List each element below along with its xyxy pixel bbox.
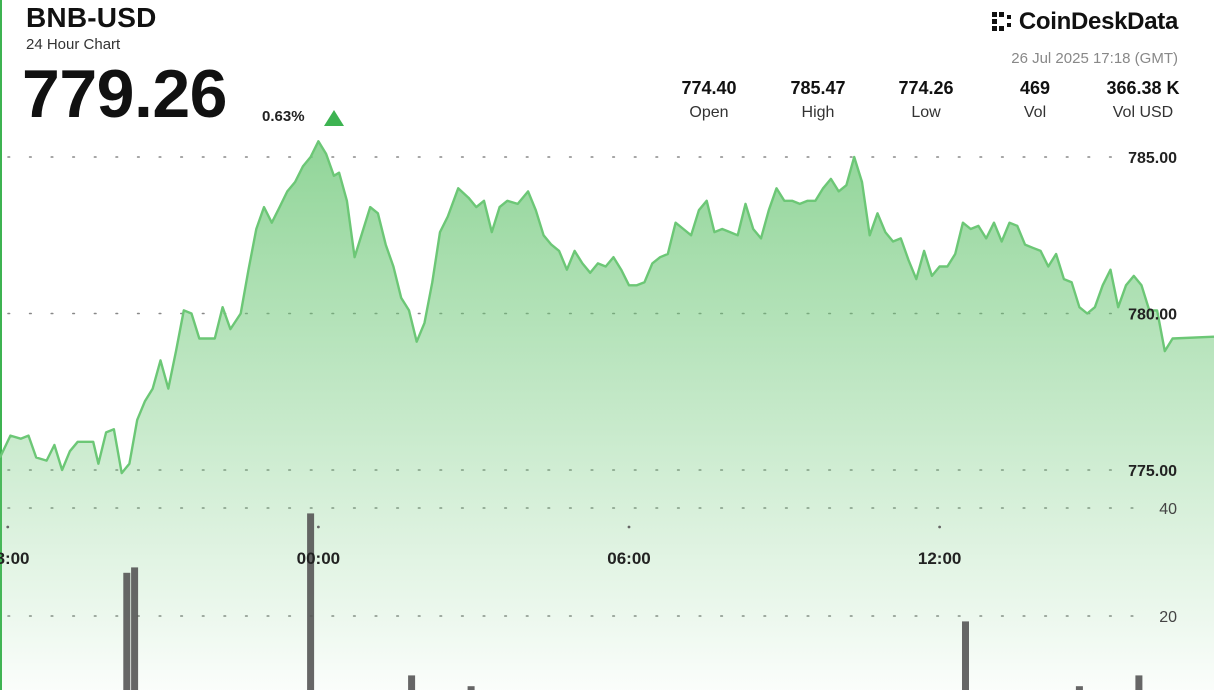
stat-vol-usd-value: 366.38 K	[1106, 78, 1180, 98]
price-area-fill	[0, 141, 1214, 690]
price-tick-label: 780.00	[1128, 307, 1177, 324]
stat-high-label: High	[801, 104, 835, 121]
chart-subtitle: 24 Hour Chart	[26, 36, 121, 53]
time-tick-label: 12:00	[918, 549, 961, 568]
current-price: 779.26	[22, 56, 227, 132]
volume-bar	[307, 513, 315, 690]
time-tick-label: 00:00	[297, 549, 340, 568]
volume-bar	[467, 686, 475, 690]
coindesk-logo-icon	[991, 12, 1011, 31]
price-tick-label: 775.00	[1128, 463, 1177, 480]
volume-tick-label: 20	[1159, 609, 1177, 626]
stat-low: 774.26 Low	[881, 78, 971, 122]
volume-bar	[1075, 686, 1083, 690]
volume-bars	[123, 513, 1143, 690]
stat-open: 774.40 Open	[664, 78, 754, 122]
volume-bar	[1135, 675, 1143, 690]
price-change-percent: 0.63%	[262, 108, 305, 125]
stat-low-label: Low	[911, 104, 941, 121]
timestamp: 26 Jul 2025 17:18 (GMT)	[1011, 50, 1178, 67]
stat-vol: 469 Vol	[990, 78, 1080, 122]
brand-logo: CoinDeskData	[990, 8, 1178, 36]
stat-open-value: 774.40	[681, 78, 737, 98]
time-tick-mark	[938, 525, 942, 529]
time-tick-label: 18:00	[0, 549, 30, 568]
volume-tick-label: 40	[1159, 501, 1177, 518]
stat-vol-usd: 366.38 K Vol USD	[1098, 78, 1188, 122]
stat-low-value: 774.26	[898, 78, 954, 98]
time-tick-label: 06:00	[607, 549, 650, 568]
stat-vol-label: Vol	[1023, 104, 1047, 121]
left-accent-bar	[0, 0, 2, 690]
time-tick-mark	[627, 525, 631, 529]
volume-bar	[408, 675, 416, 690]
price-tick-label: 785.00	[1128, 150, 1177, 167]
volume-bar	[962, 621, 969, 690]
stat-high: 785.47 High	[773, 78, 863, 122]
volume-bar	[123, 572, 131, 690]
time-tick-mark	[316, 525, 320, 529]
axis-labels: 775.00 780.00 785.00 20 40 18:00 00:00 06:00 12:…	[0, 150, 1177, 626]
price-line	[0, 140, 1215, 475]
stat-vol-usd-label: Vol USD	[1112, 104, 1174, 121]
stat-open-label: Open	[689, 104, 729, 121]
stat-high-value: 785.47	[790, 78, 846, 98]
stat-vol-value: 469	[1019, 78, 1051, 98]
triangle-up-icon	[324, 110, 344, 126]
volume-bar	[131, 567, 139, 690]
symbol-title: BNB-USD	[26, 2, 157, 33]
time-tick-mark	[6, 525, 10, 529]
brand-name: CoinDeskData	[1018, 8, 1178, 35]
